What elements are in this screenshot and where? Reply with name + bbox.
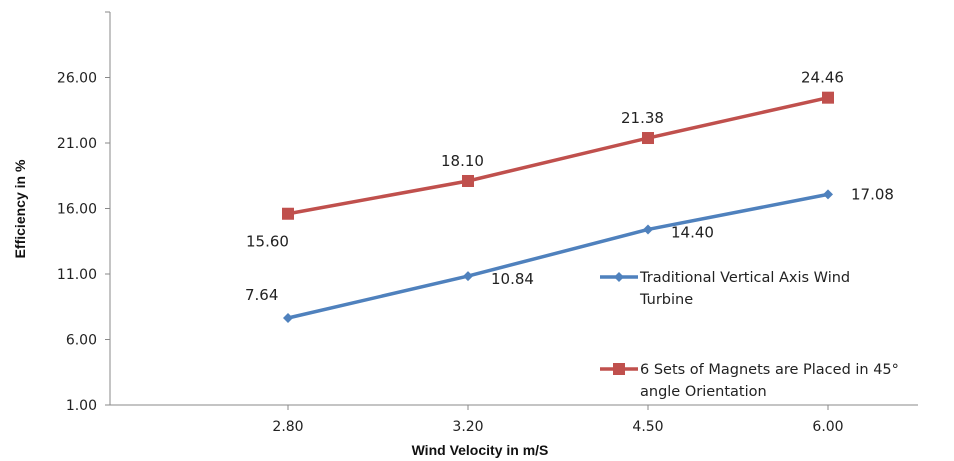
y-axis-title: Efficiency in % xyxy=(12,159,28,258)
data-label: 18.10 xyxy=(441,152,484,170)
chart-axes xyxy=(109,12,918,406)
data-point-marker xyxy=(283,313,293,324)
data-point-marker xyxy=(463,271,473,282)
y-tick-label: 6.00 xyxy=(66,333,97,349)
y-tick-label: 16.00 xyxy=(57,202,97,218)
data-point-marker xyxy=(462,174,474,187)
x-axis-title: Wind Velocity in m/S xyxy=(412,442,549,458)
y-axis-ticks: 1.00 6.00 11.00 16.00 21.00 26.00 xyxy=(57,11,110,414)
series-line-2 xyxy=(287,95,829,216)
x-tick-label: 2.80 xyxy=(272,419,303,435)
series-line-1 xyxy=(287,192,829,320)
data-point-marker xyxy=(823,189,833,200)
y-tick-label: 11.00 xyxy=(57,267,97,283)
y-tick-label: 21.00 xyxy=(57,136,97,152)
y-tick-label: 26.00 xyxy=(57,71,97,87)
data-label: 15.60 xyxy=(246,233,289,251)
data-label: 10.84 xyxy=(491,270,534,288)
x-tick-label: 3.20 xyxy=(452,419,483,435)
data-label: 7.64 xyxy=(245,286,278,304)
legend-marker xyxy=(613,363,625,375)
x-tick-label: 4.50 xyxy=(632,419,663,435)
data-labels: 7.64 10.84 14.40 17.08 15.60 18.10 21.38 24.46 xyxy=(245,69,894,304)
data-label: 24.46 xyxy=(801,69,844,87)
chart-legend: Traditional Vertical Axis Wind Turbine 6 S… xyxy=(600,270,899,400)
y-tick-label: 1.00 xyxy=(66,398,97,414)
legend-label: 6 Sets of Magnets are Placed in 45° xyxy=(640,362,899,378)
data-point-marker xyxy=(642,132,654,145)
data-point-marker xyxy=(643,224,653,235)
legend-label: Traditional Vertical Axis Wind xyxy=(639,270,850,286)
data-label: 14.40 xyxy=(671,223,714,241)
data-label: 21.38 xyxy=(621,109,664,127)
legend-label: Turbine xyxy=(639,292,693,308)
data-point-marker xyxy=(282,207,294,220)
legend-label: angle Orientation xyxy=(640,384,767,400)
legend-marker xyxy=(614,272,624,282)
data-label: 17.08 xyxy=(851,185,894,203)
data-point-marker xyxy=(822,91,834,104)
x-tick-label: 6.00 xyxy=(812,419,843,435)
chart-series xyxy=(282,91,834,324)
x-axis-ticks: 2.80 3.20 4.50 6.00 xyxy=(272,405,844,435)
